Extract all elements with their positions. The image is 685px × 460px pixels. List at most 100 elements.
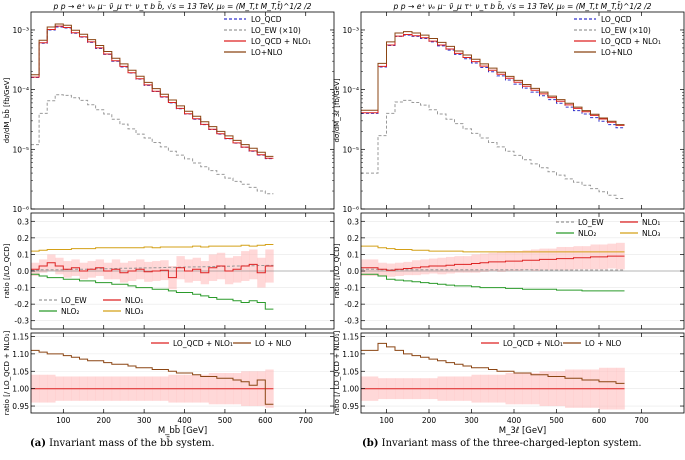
series-line bbox=[31, 94, 274, 195]
y-tick-label: -0.2 bbox=[344, 300, 359, 309]
y-tick-label: 10⁻⁶ bbox=[12, 205, 29, 214]
series-line bbox=[361, 99, 625, 199]
series-line bbox=[361, 31, 625, 126]
subplot-bot: 0.95 1.00 1.05 1.10 1.15 100 200 300 400 500 600 70… bbox=[333, 331, 685, 425]
y-tick-label: 0.95 bbox=[342, 402, 359, 411]
series-line bbox=[31, 25, 274, 159]
axes-frame bbox=[30, 332, 335, 414]
y-tick-label: -0.1 bbox=[14, 284, 29, 293]
chart-panel-(b): p p → e⁺ νₑ μ⁻ ν̄_μ τ⁺ ν_τ b b̄, √s = 13… bbox=[333, 2, 685, 436]
legend-label: NLO₂ bbox=[578, 229, 596, 238]
legend-label: LO_EW bbox=[61, 296, 87, 305]
caption-b-text: Invariant mass of the three-charged-lept… bbox=[381, 438, 642, 449]
y-tick-label: -0.2 bbox=[14, 300, 29, 309]
x-tick-label: 600 bbox=[592, 416, 607, 425]
x-tick-label: 600 bbox=[258, 416, 273, 425]
x-tick-label: 400 bbox=[177, 416, 192, 425]
legend: LO_QCD + NLO₁ LO + NLO bbox=[481, 339, 621, 348]
legend-label: NLO₃ bbox=[125, 307, 143, 316]
x-axis-label: M_3ℓ [GeV] bbox=[499, 426, 546, 436]
series-line bbox=[361, 34, 625, 126]
y-tick-label: -0.3 bbox=[14, 317, 29, 326]
y-tick-label: 0.3 bbox=[17, 217, 29, 226]
x-tick-label: 100 bbox=[56, 416, 71, 425]
legend: LO_QCD LO_EW (×10) LO_QCD + NLO₁ LO+NLO bbox=[224, 15, 311, 57]
chart-title: p p → e⁺ νₑ μ⁻ ν̄_μ τ⁺ ν_τ b b̄, √s = 13… bbox=[53, 2, 312, 11]
y-tick-label: 0.2 bbox=[17, 234, 29, 243]
y-tick-label: 10⁻⁴ bbox=[342, 86, 359, 95]
y-tick-label: 1.10 bbox=[12, 350, 29, 359]
series-line bbox=[31, 262, 274, 279]
series-line bbox=[31, 273, 274, 310]
x-tick-label: 700 bbox=[299, 416, 314, 425]
y-tick-label: 0.0 bbox=[347, 267, 359, 276]
legend-label: LO + NLO bbox=[255, 339, 291, 348]
y-axis-label: ratio [/LO_QCD] bbox=[3, 243, 11, 298]
legend: LO_EW NLO₁ NLO₂ NLO₃ bbox=[556, 218, 660, 238]
legend-label: LO + NLO bbox=[585, 339, 621, 348]
legend-label: LO+NLO bbox=[251, 48, 283, 57]
legend: LO_QCD + NLO₁ LO + NLO bbox=[151, 339, 291, 348]
axes-frame bbox=[30, 11, 335, 210]
caption-a-text: Invariant mass of the bb̄ system. bbox=[49, 438, 215, 449]
y-tick-label: 1.05 bbox=[342, 367, 359, 376]
y-tick-label: 10⁻³ bbox=[12, 26, 29, 35]
series-line bbox=[361, 342, 625, 384]
y-tick-label: 0.2 bbox=[347, 234, 359, 243]
chart-panel-(a): p p → e⁺ νₑ μ⁻ ν̄_μ τ⁺ ν_τ b b̄, √s = 13… bbox=[2, 2, 335, 436]
series-line bbox=[31, 349, 274, 405]
legend-label: LO_EW (×10) bbox=[601, 26, 651, 35]
legend: LO_QCD LO_EW (×10) LO_QCD + NLO₁ LO+NLO bbox=[574, 15, 661, 57]
x-tick-label: 700 bbox=[634, 416, 649, 425]
y-axis-label: ratio [/ LO_QCD + NLO₁] bbox=[3, 331, 11, 416]
legend-label: LO_QCD bbox=[601, 15, 632, 24]
legend-label: LO+NLO bbox=[601, 48, 633, 57]
legend-label: LO_EW (×10) bbox=[251, 26, 301, 35]
x-tick-label: 400 bbox=[507, 416, 522, 425]
subplot-top: 10⁻⁶ 10⁻⁵ 10⁻⁴ 10⁻³ dσ/dM_bb̄ [fb/GeV] LO_QCD… bbox=[2, 11, 335, 214]
x-tick-label: 500 bbox=[549, 416, 564, 425]
y-tick-label: -0.1 bbox=[344, 284, 359, 293]
y-tick-label: 10⁻⁵ bbox=[342, 145, 359, 154]
y-tick-label: 0.1 bbox=[347, 250, 359, 259]
y-tick-label: 10⁻⁶ bbox=[342, 205, 359, 214]
legend-label: LO_QCD + NLO₁ bbox=[503, 339, 563, 348]
y-axis-label: ratio [/LO_QCD] bbox=[333, 243, 341, 298]
y-tick-label: 0.3 bbox=[347, 217, 359, 226]
x-axis-label: M_bb̄ [GeV] bbox=[158, 424, 207, 436]
x-tick-label: 300 bbox=[464, 416, 479, 425]
caption-b: (b) Invariant mass of the three-charged-… bbox=[362, 438, 642, 449]
legend-label: LO_QCD + NLO₁ bbox=[173, 339, 233, 348]
series-line bbox=[31, 23, 274, 157]
series-line bbox=[31, 244, 274, 252]
y-tick-label: -0.3 bbox=[344, 317, 359, 326]
series-line bbox=[31, 264, 274, 271]
series-line bbox=[361, 273, 625, 292]
legend-label: NLO₁ bbox=[125, 296, 143, 305]
legend-label: LO_QCD + NLO₁ bbox=[251, 37, 311, 46]
axes-frame bbox=[360, 11, 685, 210]
y-tick-label: 1.00 bbox=[342, 385, 359, 394]
caption-a: (a) Invariant mass of the bb̄ system. bbox=[30, 438, 215, 449]
y-tick-label: 1.10 bbox=[342, 350, 359, 359]
y-tick-label: 10⁻³ bbox=[342, 26, 359, 35]
y-tick-label: 1.15 bbox=[342, 332, 359, 341]
y-axis-label: dσ/dM_3ℓ [fb/GeV] bbox=[333, 78, 341, 142]
y-tick-label: 1.15 bbox=[12, 332, 29, 341]
series-line bbox=[361, 255, 625, 271]
y-tick-label: 0.95 bbox=[12, 402, 29, 411]
subplot-top: 10⁻⁶10⁻⁵10⁻⁴10⁻³dσ/dM_3ℓ [fb/GeV]LO_QCDL… bbox=[333, 11, 685, 214]
legend-label: LO_QCD + NLO₁ bbox=[601, 37, 661, 46]
y-axis-label: ratio [/ LO_QCD + NLO₁] bbox=[333, 331, 341, 416]
y-tick-label: 1.00 bbox=[12, 385, 29, 394]
y-tick-label: 10⁻⁴ bbox=[12, 86, 29, 95]
x-tick-label: 500 bbox=[218, 416, 233, 425]
legend-label: NLO₃ bbox=[642, 229, 660, 238]
x-tick-label: 300 bbox=[137, 416, 152, 425]
caption-a-label: (a) bbox=[30, 438, 46, 449]
chart-title: p p → e⁺ νₑ μ⁻ ν̄_μ τ⁺ ν_τ b b̄, √s = 13… bbox=[393, 2, 652, 11]
series-line bbox=[361, 245, 625, 253]
series-line bbox=[361, 34, 625, 129]
caption-b-label: (b) bbox=[362, 438, 379, 449]
